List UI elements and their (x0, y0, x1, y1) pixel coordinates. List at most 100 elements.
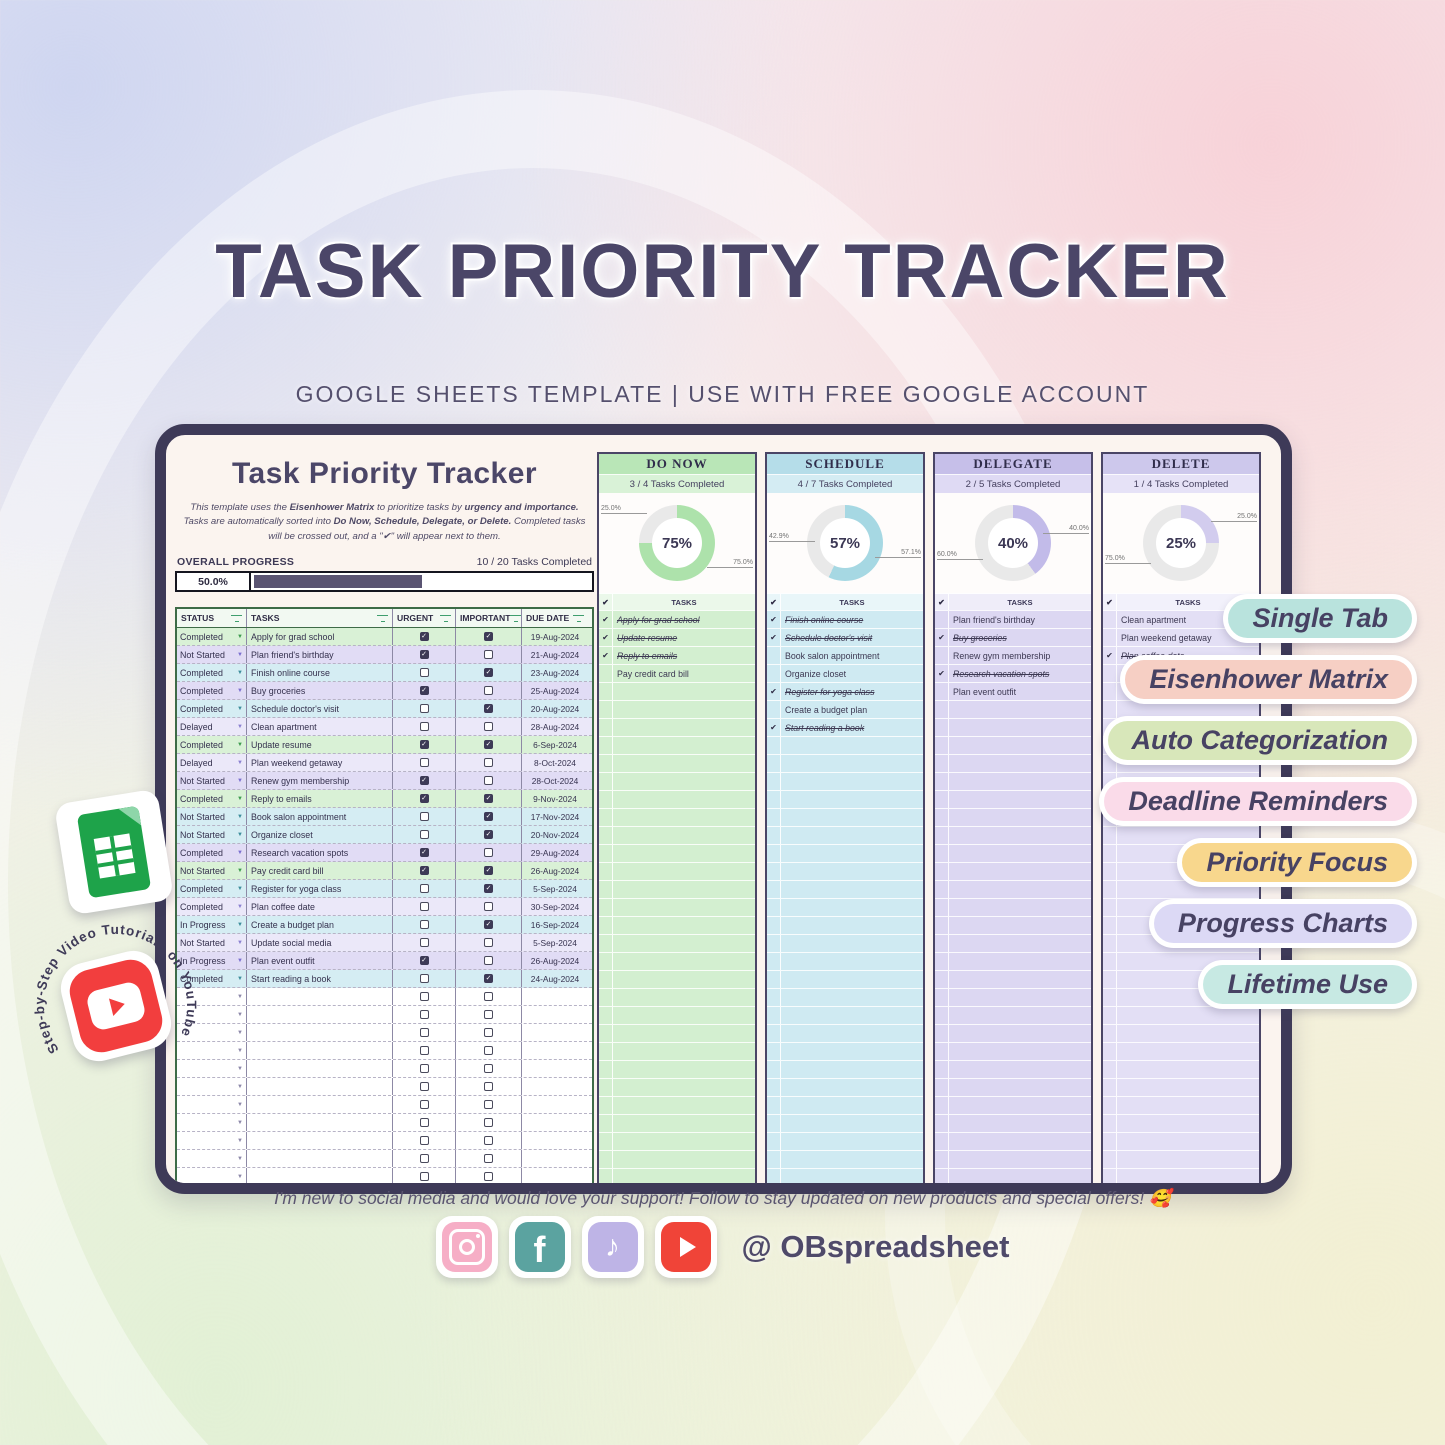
status-dropdown-cell[interactable]: Delayed ▼ (177, 754, 247, 772)
checkbox[interactable]: ✓ (484, 794, 493, 804)
checkbox[interactable] (419, 1028, 429, 1038)
task-cell[interactable]: Finish online course (247, 664, 393, 682)
dropdown-arrow-icon[interactable]: ▼ (237, 813, 243, 820)
checkbox[interactable] (484, 686, 493, 696)
task-cell[interactable] (247, 1132, 393, 1150)
dropdown-arrow-icon[interactable]: ▼ (237, 651, 243, 658)
status-dropdown-cell[interactable]: ▼ (177, 988, 247, 1006)
filter-icon[interactable] (440, 614, 451, 623)
task-cell[interactable]: Buy groceries (247, 682, 393, 700)
dropdown-arrow-icon[interactable]: ▼ (237, 633, 243, 640)
status-dropdown-cell[interactable]: Completed ▼ (177, 880, 247, 898)
checkbox[interactable] (419, 920, 429, 930)
task-cell[interactable]: Research vacation spots (247, 844, 393, 862)
filter-icon[interactable] (231, 614, 242, 623)
checkbox[interactable] (484, 1010, 493, 1020)
checkbox[interactable] (419, 938, 429, 948)
status-dropdown-cell[interactable]: Not Started ▼ (177, 826, 247, 844)
checkbox[interactable] (419, 1118, 429, 1128)
status-dropdown-cell[interactable]: Completed ▼ (177, 682, 247, 700)
dropdown-arrow-icon[interactable]: ▼ (237, 705, 243, 712)
checkbox[interactable]: ✓ (419, 632, 429, 642)
checkbox[interactable] (484, 902, 493, 912)
filter-icon[interactable] (573, 614, 584, 623)
status-dropdown-cell[interactable]: ▼ (177, 1096, 247, 1114)
checkbox[interactable]: ✓ (484, 830, 493, 840)
checkbox[interactable] (484, 956, 493, 966)
checkbox[interactable] (419, 992, 429, 1002)
checkbox[interactable] (419, 902, 429, 912)
checkbox[interactable] (419, 1064, 429, 1074)
status-dropdown-cell[interactable]: In Progress ▼ (177, 952, 247, 970)
dropdown-arrow-icon[interactable]: ▼ (237, 903, 243, 910)
filter-icon[interactable] (510, 614, 522, 623)
status-dropdown-cell[interactable]: Not Started ▼ (177, 808, 247, 826)
dropdown-arrow-icon[interactable]: ▼ (237, 885, 243, 892)
checkbox[interactable]: ✓ (484, 812, 493, 822)
checkbox[interactable] (484, 722, 493, 732)
dropdown-arrow-icon[interactable]: ▼ (237, 921, 243, 928)
dropdown-arrow-icon[interactable]: ▼ (237, 957, 243, 964)
checkbox[interactable] (484, 992, 493, 1002)
task-cell[interactable]: Schedule doctor's visit (247, 700, 393, 718)
dropdown-arrow-icon[interactable]: ▼ (237, 939, 243, 946)
task-cell[interactable] (247, 1060, 393, 1078)
status-dropdown-cell[interactable]: Not Started ▼ (177, 934, 247, 952)
checkbox[interactable] (419, 812, 429, 822)
youtube-social-icon[interactable] (654, 1216, 717, 1278)
task-cell[interactable] (247, 1114, 393, 1132)
checkbox[interactable] (484, 1154, 493, 1164)
checkbox[interactable]: ✓ (419, 794, 429, 804)
checkbox[interactable]: ✓ (484, 920, 493, 930)
task-cell[interactable]: Clean apartment (247, 718, 393, 736)
checkbox[interactable] (419, 1136, 429, 1146)
dropdown-arrow-icon[interactable]: ▼ (237, 1173, 243, 1180)
checkbox[interactable] (419, 974, 429, 984)
dropdown-arrow-icon[interactable]: ▼ (237, 723, 243, 730)
task-cell[interactable]: Book salon appointment (247, 808, 393, 826)
status-dropdown-cell[interactable]: Not Started ▼ (177, 772, 247, 790)
checkbox[interactable]: ✓ (419, 866, 429, 876)
dropdown-arrow-icon[interactable]: ▼ (237, 849, 243, 856)
dropdown-arrow-icon[interactable]: ▼ (237, 1119, 243, 1126)
task-cell[interactable]: Plan friend's birthday (247, 646, 393, 664)
checkbox[interactable] (484, 1028, 493, 1038)
dropdown-arrow-icon[interactable]: ▼ (237, 795, 243, 802)
dropdown-arrow-icon[interactable]: ▼ (237, 1011, 243, 1018)
task-cell[interactable]: Reply to emails (247, 790, 393, 808)
checkbox[interactable] (419, 722, 429, 732)
filter-icon[interactable] (377, 614, 388, 623)
checkbox[interactable] (419, 830, 429, 840)
task-cell[interactable]: Plan coffee date (247, 898, 393, 916)
checkbox[interactable]: ✓ (419, 776, 429, 786)
dropdown-arrow-icon[interactable]: ▼ (237, 1083, 243, 1090)
task-cell[interactable]: Apply for grad school (247, 628, 393, 646)
status-dropdown-cell[interactable]: Completed ▼ (177, 844, 247, 862)
status-dropdown-cell[interactable]: Completed ▼ (177, 736, 247, 754)
dropdown-arrow-icon[interactable]: ▼ (237, 669, 243, 676)
task-cell[interactable] (247, 988, 393, 1006)
checkbox[interactable]: ✓ (419, 848, 429, 858)
dropdown-arrow-icon[interactable]: ▼ (237, 777, 243, 784)
checkbox[interactable]: ✓ (484, 974, 493, 984)
status-dropdown-cell[interactable]: Completed ▼ (177, 628, 247, 646)
instagram-icon[interactable] (435, 1216, 498, 1278)
checkbox[interactable]: ✓ (484, 704, 493, 714)
checkbox[interactable] (484, 650, 493, 660)
checkbox[interactable]: ✓ (484, 668, 493, 678)
checkbox[interactable] (419, 1010, 429, 1020)
dropdown-arrow-icon[interactable]: ▼ (237, 687, 243, 694)
status-dropdown-cell[interactable]: ▼ (177, 1114, 247, 1132)
dropdown-arrow-icon[interactable]: ▼ (237, 1029, 243, 1036)
task-cell[interactable] (247, 1150, 393, 1168)
dropdown-arrow-icon[interactable]: ▼ (237, 759, 243, 766)
checkbox[interactable]: ✓ (419, 650, 429, 660)
task-cell[interactable] (247, 1168, 393, 1183)
task-cell[interactable]: Plan weekend getaway (247, 754, 393, 772)
checkbox[interactable]: ✓ (484, 884, 493, 894)
checkbox[interactable] (419, 1100, 429, 1110)
checkbox[interactable] (484, 938, 493, 948)
status-dropdown-cell[interactable]: Delayed ▼ (177, 718, 247, 736)
status-dropdown-cell[interactable]: Completed ▼ (177, 790, 247, 808)
status-dropdown-cell[interactable]: Completed ▼ (177, 898, 247, 916)
